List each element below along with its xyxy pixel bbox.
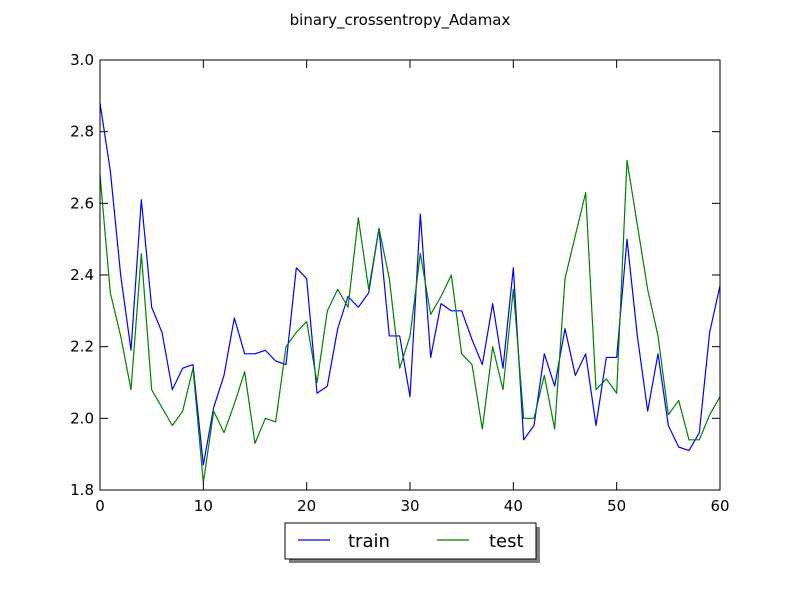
x-tick-label: 0	[95, 497, 105, 515]
x-tick-label: 10	[194, 497, 213, 515]
plot-area-frame	[99, 59, 721, 491]
y-tick-label: 2.0	[70, 409, 94, 427]
y-tick-label: 3.0	[70, 51, 94, 69]
legend-label-train: train	[348, 531, 390, 552]
series-line-test	[99, 159, 721, 484]
legend-label-test: test	[489, 531, 524, 552]
x-tick-label: 60	[710, 497, 729, 515]
y-tick-label: 2.8	[70, 123, 94, 141]
legend: train test	[284, 522, 540, 563]
y-tick-label: 2.2	[70, 338, 94, 356]
x-tick-label: 30	[400, 497, 419, 515]
series-lines	[99, 102, 721, 484]
x-tick-label: 20	[297, 497, 316, 515]
x-tick-label: 40	[504, 497, 523, 515]
axis-ticks	[99, 59, 721, 491]
y-tick-label: 1.8	[70, 481, 94, 499]
axis-tick-labels: 0 10 20 30 40 50 60 1.8 2.0 2.2 2.4 2.6 2.8 3.0	[70, 51, 729, 515]
chart-title: binary_crossentropy_Adamax	[290, 11, 511, 30]
legend-box	[284, 522, 537, 560]
y-tick-label: 2.6	[70, 194, 94, 212]
x-tick-label: 50	[607, 497, 626, 515]
series-line-train	[99, 102, 721, 466]
y-tick-label: 2.4	[70, 266, 94, 284]
